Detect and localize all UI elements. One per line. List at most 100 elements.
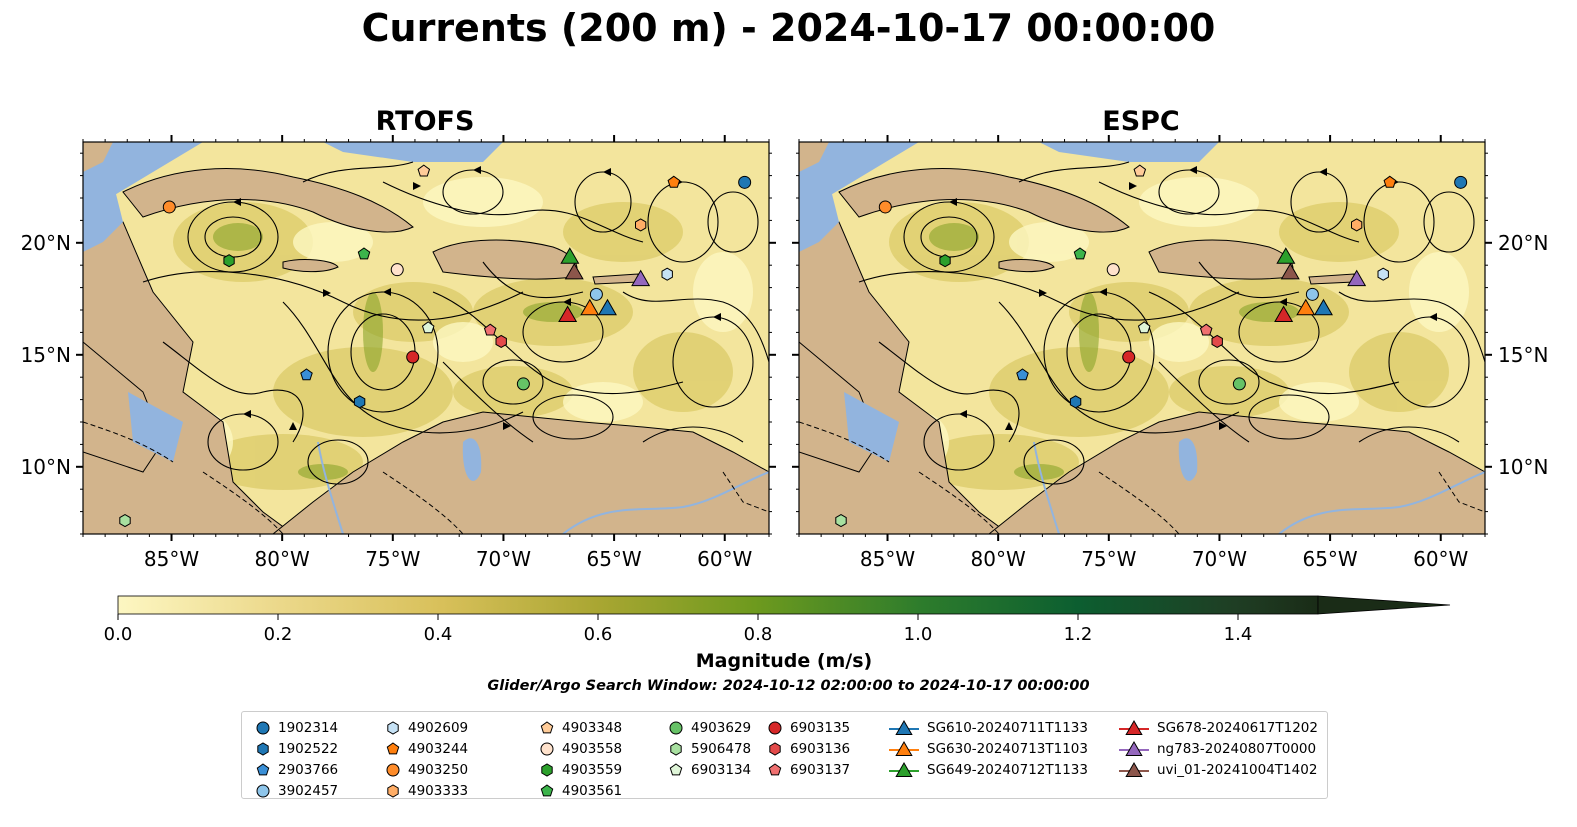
legend-label: 1902314 [278, 719, 339, 736]
legend-item: SG610-20240711T1133 [887, 717, 1088, 738]
colorbar-tick-label: 0.6 [584, 624, 613, 645]
platform-marker-6903135 [406, 350, 420, 364]
legend-label: 3902457 [278, 782, 339, 799]
legend-label: 1902522 [278, 740, 339, 757]
legend-item: 3902457 [254, 780, 338, 801]
platform-marker-5906478 [835, 514, 847, 528]
platform-marker-6903137 [483, 323, 497, 336]
legend-marker-icon [386, 741, 400, 754]
platform-marker-6903135 [1122, 350, 1136, 364]
platform-marker-4903333 [635, 218, 647, 232]
legend-marker-icon [769, 741, 781, 756]
x-tick-label: 75°W [365, 547, 420, 571]
platform-marker-4903561 [1073, 247, 1087, 260]
platform-markers-rtofs [119, 164, 752, 528]
x-tick-label: 65°W [586, 547, 641, 571]
figure-title: Currents (200 m) - 2024-10-17 00:00:00 [361, 6, 1216, 50]
platform-marker-4903559 [223, 254, 235, 268]
y-tick-label: 10°N [1498, 455, 1548, 479]
platform-marker-4903250 [162, 200, 176, 214]
platform-marker-4903629 [1232, 377, 1246, 391]
x-tick-label: 80°W [971, 547, 1026, 571]
legend-marker-icon [257, 741, 269, 756]
legend-marker-icon [256, 721, 270, 734]
legend-marker-icon [669, 721, 683, 734]
legend-label: 4903629 [691, 719, 752, 736]
y-tick-label: 15°N [1498, 343, 1548, 367]
legend-label: 4903333 [408, 782, 469, 799]
colorbar-label: Magnitude (m/s) [695, 650, 873, 672]
platform-marker-4903333 [1351, 218, 1363, 232]
search-window-text: Glider/Argo Search Window: 2024-10-12 02… [487, 678, 1090, 694]
legend-label: 2903766 [278, 761, 339, 778]
legend-column: 4903629 5906478 6903134 [667, 717, 751, 780]
legend-marker-icon [1119, 740, 1149, 756]
platform-marker-4903558 [1106, 263, 1120, 277]
platform-marker-SG610-20240711T1133 [1313, 298, 1333, 316]
legend-label: 4903348 [562, 719, 623, 736]
legend-item: 4903348 [538, 717, 622, 738]
legend-column: 1902314 1902522 2903766 3902457 [254, 717, 338, 801]
map-axis-ticks: 85°W 80°W 75°W 70°W 65°W 60°W 20°N 15°N 10°N 85°W… [21, 135, 1548, 571]
legend-item: SG649-20240712T1133 [887, 759, 1088, 780]
platform-marker-2903766 [300, 368, 313, 381]
map-panel-espc [798, 141, 1486, 535]
legend-column: 4903348 4903558 4903559 4903561 [538, 717, 622, 801]
x-tick-label: 80°W [255, 547, 310, 571]
legend-item: 6903136 [766, 738, 850, 759]
panel-title-espc: ESPC [1102, 106, 1180, 137]
platform-marker-4903348 [1133, 164, 1147, 177]
legend-label: 6903135 [790, 719, 851, 736]
platform-marker-3902457 [589, 287, 603, 301]
platform-marker-5906478 [119, 514, 131, 528]
legend-label: 4903558 [562, 740, 623, 757]
platform-marker-uvi_01-20241004T1402 [1280, 262, 1300, 280]
platform-marker-4903629 [516, 377, 530, 391]
legend-label: 4903250 [408, 761, 469, 778]
legend-label: 4903561 [562, 782, 623, 799]
legend-column: SG678-20240617T1202 ng783-20240807T0000 uv… [1117, 717, 1318, 780]
legend-label: SG610-20240711T1133 [927, 719, 1088, 736]
y-tick-label: 15°N [21, 343, 71, 367]
platform-marker-4902609 [661, 267, 673, 281]
panel-title-rtofs: RTOFS [375, 106, 475, 137]
platform-marker-1902314 [1454, 175, 1468, 189]
legend-label: SG649-20240712T1133 [927, 761, 1088, 778]
x-tick-label: 60°W [697, 547, 752, 571]
x-tick-label: 65°W [1302, 547, 1357, 571]
legend-label: 5906478 [691, 740, 752, 757]
platform-marker-6903136 [495, 334, 507, 348]
colorbar-tick-label: 0.0 [104, 624, 133, 645]
legend-item: SG630-20240713T1103 [887, 738, 1088, 759]
platform-marker-6903136 [1211, 334, 1223, 348]
legend-label: 6903134 [691, 761, 752, 778]
legend-marker-icon [540, 720, 554, 733]
y-tick-label: 10°N [21, 455, 71, 479]
colorbar-tick-label: 0.4 [424, 624, 453, 645]
legend-marker-icon [889, 740, 919, 756]
platform-marker-6903134 [421, 321, 435, 334]
platform-marker-4903244 [667, 175, 681, 188]
legend-item: 4903558 [538, 738, 622, 759]
platform-marker-ng783-20240807T0000 [1347, 269, 1367, 287]
map-espc [799, 142, 1485, 534]
platform-marker-4903244 [1383, 175, 1397, 188]
map-rtofs [83, 142, 769, 534]
platform-markers-espc [835, 164, 1468, 528]
map-panel-rtofs [82, 141, 770, 535]
colorbar-ticks: 0.0 0.2 0.4 0.6 0.8 1.0 1.2 1.4 [104, 614, 1252, 645]
platform-marker-uvi_01-20241004T1402 [564, 262, 584, 280]
legend-item: 4903559 [538, 759, 622, 780]
platform-marker-1902522 [353, 395, 366, 409]
platform-marker-4903348 [417, 164, 431, 177]
platform-marker-SG630-20240713T1103 [1296, 298, 1316, 316]
platform-marker-6903137 [1199, 323, 1213, 336]
platform-marker-3902457 [1305, 287, 1319, 301]
x-tick-label: 85°W [144, 547, 199, 571]
legend-label: 6903136 [790, 740, 851, 757]
legend-item: 1902522 [254, 738, 338, 759]
platform-marker-4903561 [357, 247, 371, 260]
legend-item: 6903134 [667, 759, 751, 780]
legend-item: 4903250 [384, 759, 468, 780]
